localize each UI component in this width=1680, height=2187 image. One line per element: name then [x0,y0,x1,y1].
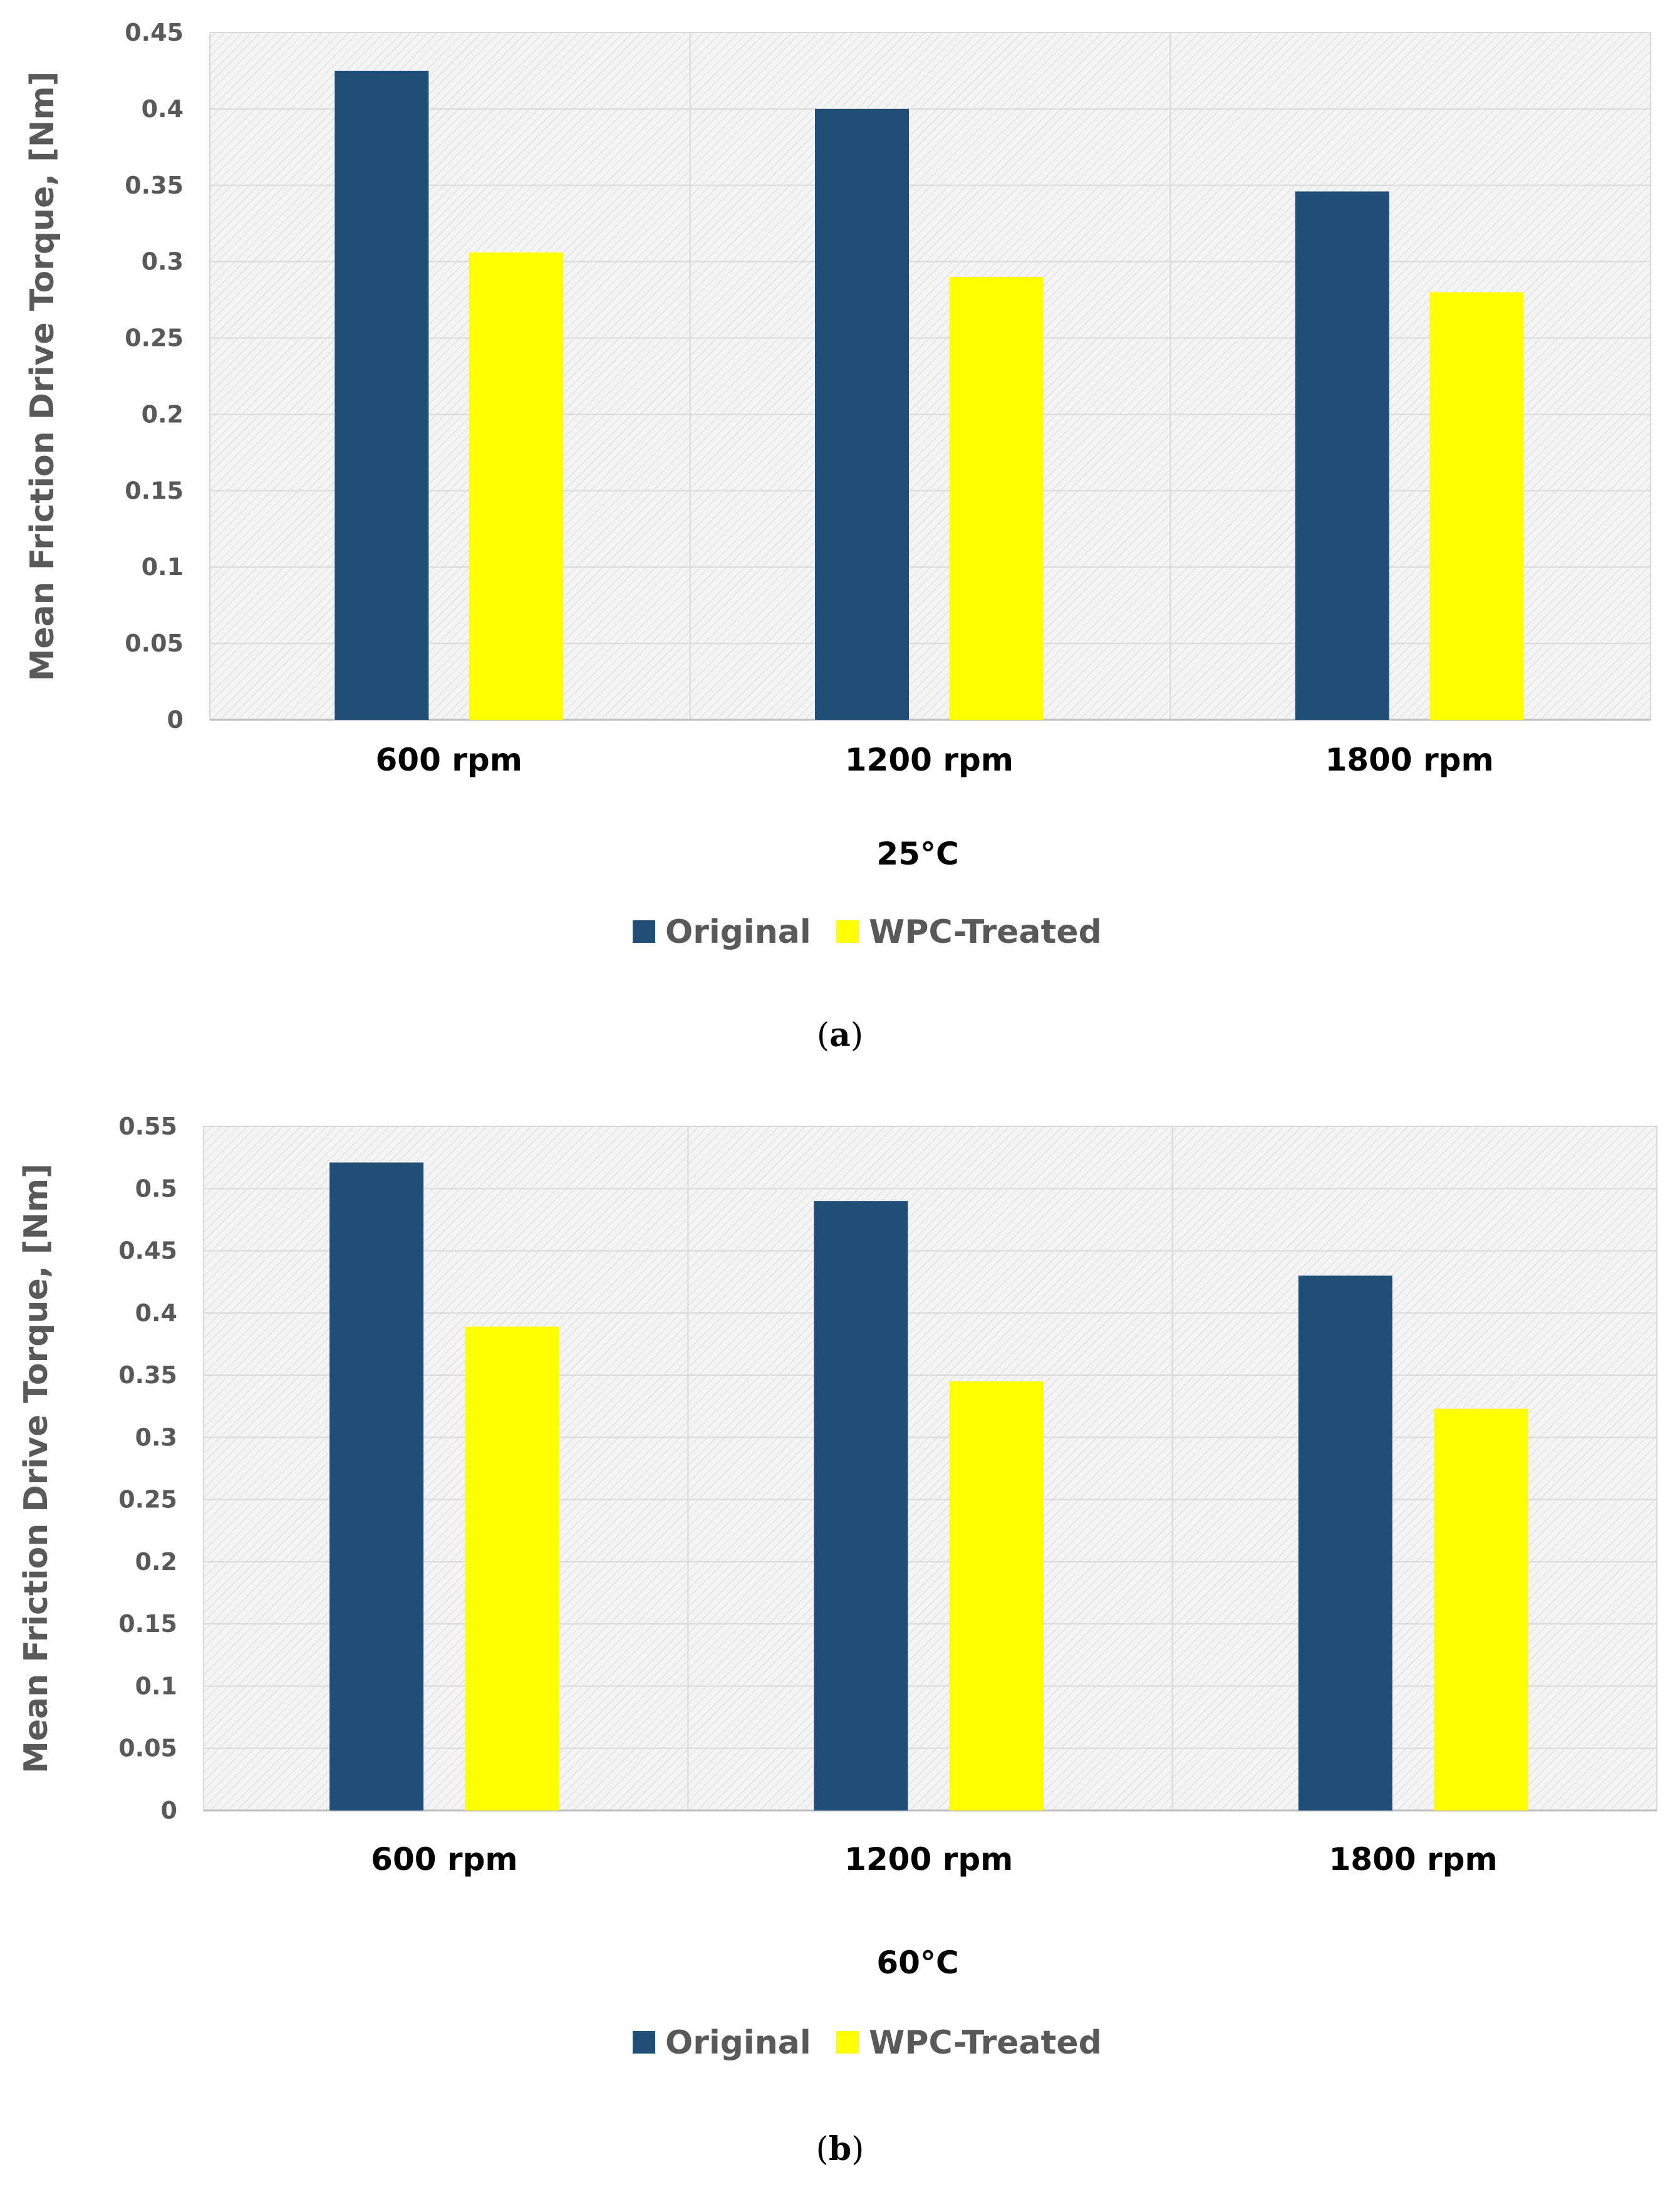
bar-wpc-treated-600-rpm [469,252,563,720]
bar-wpc-treated-1200-rpm [949,1381,1044,1810]
legend-swatch-original [633,920,655,943]
legend: Original WPC-Treated [633,2024,1102,2062]
y-tick-label: 0.25 [125,325,184,352]
y-tick-label: 0.5 [135,1175,177,1202]
y-tick-label: 0.2 [142,400,184,428]
legend-label: Original [665,2024,811,2062]
category-label: 600 rpm [376,742,522,778]
chart-panel-b: 0 0.05 0.1 0.15 0.2 0.25 0.3 0.35 0.4 0.45 0.5 0.55… [18,1113,1657,2168]
bar-wpc-treated-1800-rpm [1434,1408,1528,1810]
y-tick-label: 0.15 [118,1610,177,1638]
panel-letter: b [829,2130,851,2168]
y-tick-label: 0 [161,1797,177,1824]
panel-letter: a [829,1016,851,1054]
panel-caption: (b) [816,2130,864,2168]
y-tick-label: 0.55 [118,1113,177,1140]
category-label: 1200 rpm [845,742,1014,778]
bar-wpc-treated-1200-rpm [949,277,1044,720]
category-label: 1800 rpm [1325,742,1493,778]
y-tick-label: 0.1 [142,553,184,581]
y-tick-label: 0.35 [125,172,184,199]
y-tick-label: 0.35 [118,1361,177,1389]
y-axis-title: Mean Friction Drive Torque, [Nm] [18,1163,55,1774]
bar-original-1200-rpm [814,1201,908,1810]
bar-original-600-rpm [334,70,429,720]
bar-original-600-rpm [329,1162,424,1810]
y-axis-title: Mean Friction Drive Torque, [Nm] [24,71,61,682]
x-axis-title: 60°C [876,1945,958,1981]
bar-original-1800-rpm [1298,1275,1392,1810]
legend: Original WPC-Treated [633,913,1102,951]
chart-panel-a: 0 0.05 0.1 0.15 0.2 0.25 0.3 0.35 0.4 0.45 600 rpm… [24,19,1651,1054]
plot-area [209,32,1651,720]
panel-caption: (a) [817,1016,863,1054]
y-tick-label: 0.4 [142,95,184,123]
y-tick-label: 0 [167,706,184,734]
y-tick-label: 0.45 [125,19,184,46]
legend-swatch-wpc-treated [836,920,859,943]
bar-wpc-treated-600-rpm [465,1326,559,1810]
category-label: 1800 rpm [1329,1841,1497,1878]
y-tick-label: 0.15 [125,477,184,504]
category-label: 1200 rpm [844,1841,1013,1878]
y-tick-label: 0.05 [118,1735,177,1762]
category-label: 600 rpm [371,1841,517,1878]
legend-swatch-original [633,2031,655,2054]
bar-original-1800-rpm [1295,191,1389,720]
y-tick-label: 0.2 [135,1548,177,1576]
y-tick-label: 0.45 [118,1237,177,1265]
y-tick-label: 0.3 [142,248,184,276]
legend-label: WPC-Treated [869,2024,1102,2062]
y-tick-label: 0.05 [125,630,184,657]
plot-area [203,1126,1657,1811]
legend-label: WPC-Treated [869,913,1102,951]
y-tick-label: 0.3 [135,1423,177,1451]
x-axis-title: 25°C [876,836,958,872]
legend-label: Original [665,913,811,951]
y-tick-label: 0.1 [135,1672,177,1700]
bar-wpc-treated-1800-rpm [1429,292,1524,720]
y-tick-label: 0.25 [118,1486,177,1514]
legend-swatch-wpc-treated [836,2031,859,2054]
bar-original-1200-rpm [815,108,909,720]
y-tick-label: 0.4 [135,1299,177,1327]
